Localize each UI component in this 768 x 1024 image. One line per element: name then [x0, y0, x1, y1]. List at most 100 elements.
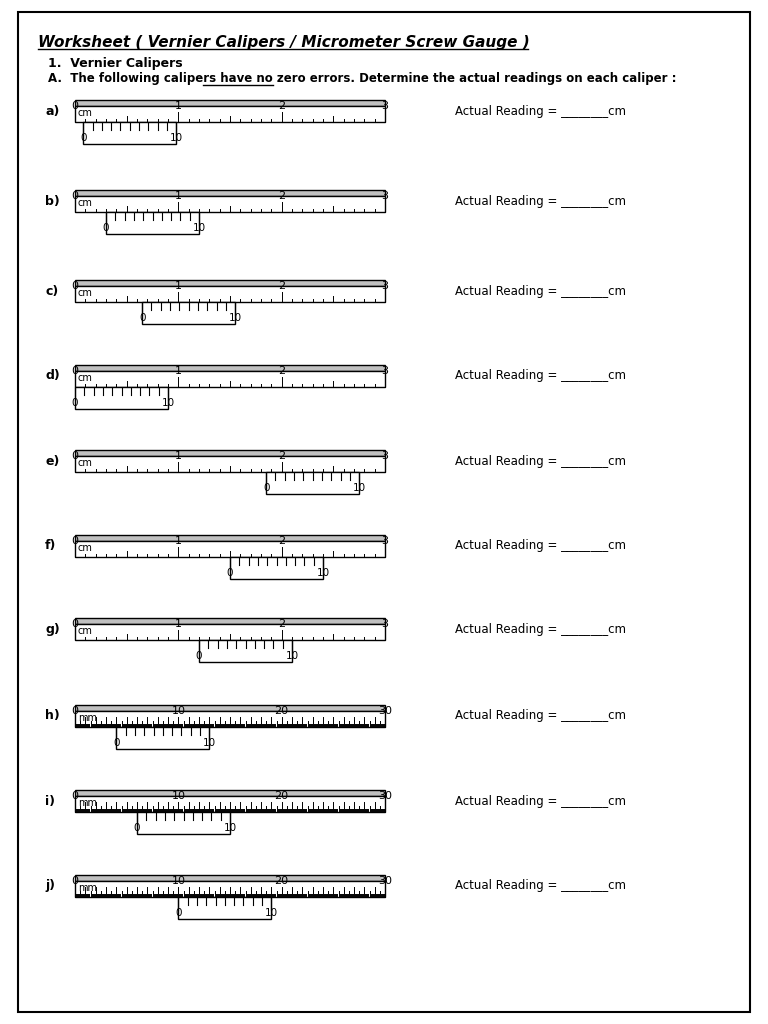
- Text: 3: 3: [382, 101, 389, 111]
- Text: f): f): [45, 540, 56, 553]
- Text: a): a): [45, 104, 59, 118]
- Text: 1: 1: [175, 451, 182, 461]
- Bar: [75, 387, 168, 409]
- Bar: [178, 897, 271, 919]
- Text: 0: 0: [196, 651, 202, 662]
- Text: 2: 2: [278, 366, 285, 376]
- Bar: [75, 796, 385, 812]
- Text: cm: cm: [78, 373, 93, 383]
- Text: 30: 30: [378, 791, 392, 801]
- Text: Actual Reading = ________cm: Actual Reading = ________cm: [455, 880, 626, 893]
- Text: mm: mm: [78, 713, 97, 723]
- Text: 10: 10: [171, 876, 185, 886]
- Text: cm: cm: [78, 543, 93, 553]
- Bar: [142, 302, 235, 324]
- Text: 0: 0: [71, 791, 78, 801]
- Text: 10: 10: [171, 791, 185, 801]
- Text: 0: 0: [71, 451, 78, 461]
- Bar: [75, 874, 385, 881]
- Text: 3: 3: [382, 191, 389, 201]
- Bar: [75, 711, 385, 727]
- Text: 0: 0: [263, 483, 270, 493]
- Text: i): i): [45, 795, 55, 808]
- Text: 0: 0: [71, 366, 78, 376]
- Text: 30: 30: [378, 706, 392, 716]
- Bar: [75, 535, 385, 541]
- Text: 10: 10: [229, 313, 242, 323]
- Text: 0: 0: [71, 618, 78, 629]
- Text: 1: 1: [175, 101, 182, 111]
- Text: 3: 3: [382, 451, 389, 461]
- Bar: [266, 472, 359, 494]
- Text: 10: 10: [223, 823, 237, 833]
- Text: cm: cm: [78, 626, 93, 636]
- Text: 20: 20: [275, 876, 289, 886]
- Bar: [106, 212, 199, 234]
- Text: 3: 3: [382, 366, 389, 376]
- Bar: [75, 190, 385, 196]
- Text: A.  The following calipers have no zero errors. Determine the actual readings on: A. The following calipers have no zero e…: [48, 72, 677, 85]
- Text: 0: 0: [80, 133, 87, 143]
- Bar: [75, 100, 385, 106]
- Bar: [199, 640, 292, 662]
- Bar: [75, 280, 385, 286]
- Text: Actual Reading = ________cm: Actual Reading = ________cm: [455, 623, 626, 636]
- Text: mm: mm: [78, 798, 97, 808]
- Text: cm: cm: [78, 198, 93, 208]
- Bar: [75, 705, 385, 711]
- Text: Worksheet ( Vernier Calipers / Micrometer Screw Gauge ): Worksheet ( Vernier Calipers / Micromete…: [38, 35, 530, 50]
- Text: 0: 0: [71, 101, 78, 111]
- Bar: [83, 122, 177, 144]
- Text: 1: 1: [175, 536, 182, 546]
- Text: 0: 0: [103, 223, 109, 233]
- Text: e): e): [45, 455, 59, 468]
- Text: 0: 0: [71, 876, 78, 886]
- Text: h): h): [45, 710, 60, 723]
- Text: 2: 2: [278, 281, 285, 291]
- Text: 10: 10: [170, 133, 183, 143]
- Text: Actual Reading = ________cm: Actual Reading = ________cm: [455, 710, 626, 723]
- Text: 2: 2: [278, 451, 285, 461]
- Text: 2: 2: [278, 101, 285, 111]
- Text: 1: 1: [175, 191, 182, 201]
- Text: j): j): [45, 880, 55, 893]
- Bar: [75, 881, 385, 897]
- Bar: [75, 450, 385, 456]
- Text: cm: cm: [78, 108, 93, 118]
- Text: 0: 0: [227, 568, 233, 578]
- Bar: [75, 106, 385, 122]
- Bar: [75, 790, 385, 796]
- Text: 10: 10: [316, 568, 329, 578]
- Text: 2: 2: [278, 618, 285, 629]
- Text: Actual Reading = ________cm: Actual Reading = ________cm: [455, 455, 626, 468]
- Text: 0: 0: [175, 908, 181, 918]
- Text: Actual Reading = ________cm: Actual Reading = ________cm: [455, 285, 626, 298]
- Text: d): d): [45, 370, 60, 383]
- Text: 3: 3: [382, 536, 389, 546]
- Text: 0: 0: [113, 738, 120, 748]
- Text: 10: 10: [203, 738, 216, 748]
- Bar: [75, 624, 385, 640]
- Text: c): c): [45, 285, 58, 298]
- Text: Actual Reading = ________cm: Actual Reading = ________cm: [455, 795, 626, 808]
- Text: 10: 10: [353, 483, 366, 493]
- Text: 20: 20: [275, 791, 289, 801]
- Text: 0: 0: [71, 191, 78, 201]
- Text: Actual Reading = ________cm: Actual Reading = ________cm: [455, 370, 626, 383]
- Text: 0: 0: [71, 706, 78, 716]
- Text: 0: 0: [71, 398, 78, 408]
- Text: 0: 0: [71, 281, 78, 291]
- Text: 0: 0: [134, 823, 141, 833]
- Text: 1: 1: [175, 281, 182, 291]
- Bar: [75, 365, 385, 371]
- Text: cm: cm: [78, 458, 93, 468]
- Bar: [230, 557, 323, 579]
- Text: 1.  Vernier Calipers: 1. Vernier Calipers: [48, 57, 183, 70]
- Text: 3: 3: [382, 618, 389, 629]
- Text: 3: 3: [382, 281, 389, 291]
- Text: 2: 2: [278, 536, 285, 546]
- Text: 10: 10: [286, 651, 299, 662]
- Bar: [75, 286, 385, 302]
- Text: 10: 10: [265, 908, 278, 918]
- Bar: [75, 371, 385, 387]
